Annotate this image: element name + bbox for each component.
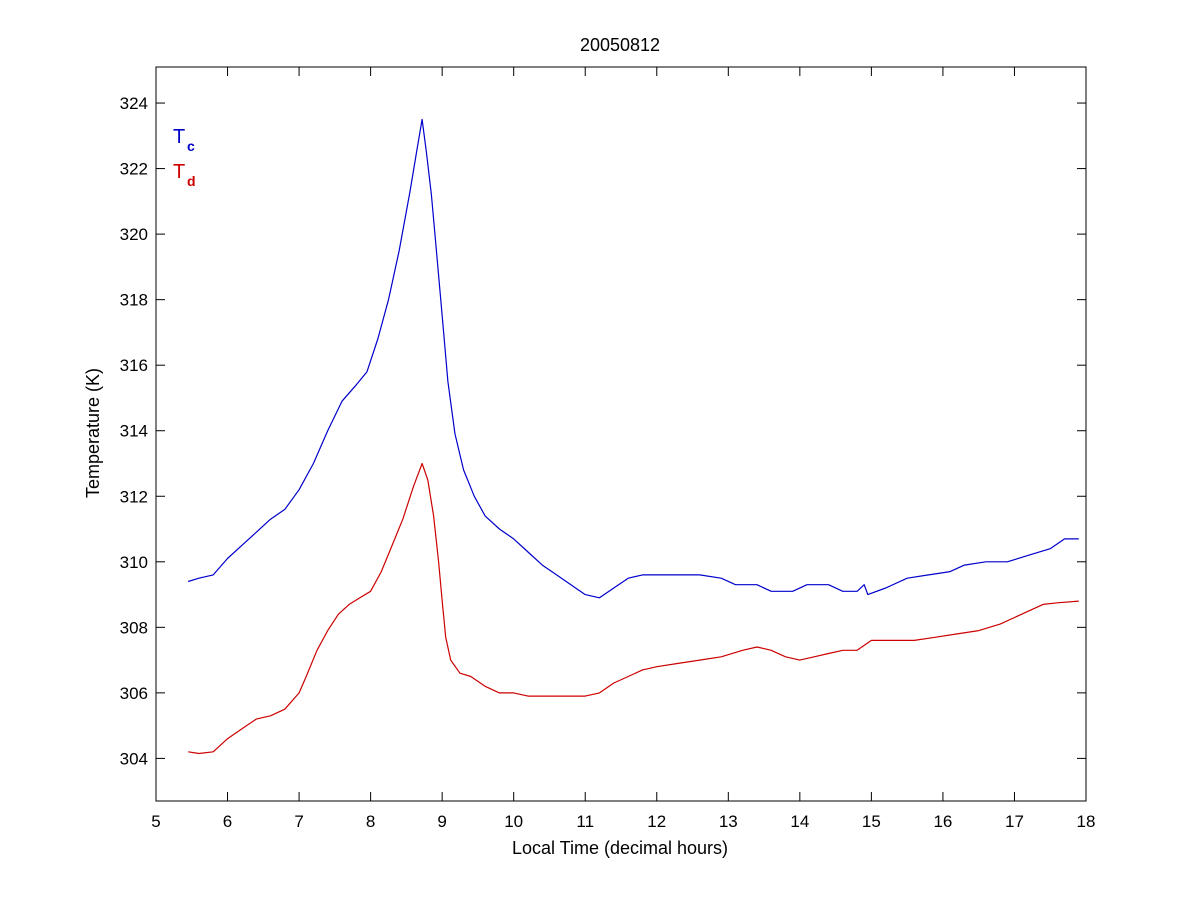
y-tick-label: 306	[120, 684, 148, 703]
y-tick-label: 314	[120, 422, 148, 441]
x-tick-label: 11	[576, 812, 594, 831]
legend-subscript: c	[187, 138, 195, 154]
y-tick-label: 318	[120, 291, 148, 310]
y-axis-title: Temperature (K)	[83, 368, 103, 498]
x-tick-label: 7	[294, 812, 303, 831]
y-tick-label: 310	[120, 553, 148, 572]
x-tick-label: 15	[862, 812, 881, 831]
x-tick-label: 13	[719, 812, 738, 831]
x-tick-label: 18	[1077, 812, 1096, 831]
x-tick-label: 12	[647, 812, 666, 831]
y-tick-label: 320	[120, 225, 148, 244]
x-axis-title: Local Time (decimal hours)	[512, 838, 728, 858]
x-tick-label: 5	[151, 812, 160, 831]
plot-frame	[155, 66, 1087, 802]
x-tick-label: 17	[1005, 812, 1024, 831]
legend-label: T	[173, 161, 185, 183]
y-tick-label: 312	[120, 487, 148, 506]
y-tick-label: 324	[120, 94, 148, 113]
legend-label: T	[173, 126, 185, 148]
plot-area: 5 6 7 8 9 10 11 12 13 14 15 16 17 18 304 306 308 310 312 31…	[120, 66, 1096, 831]
legend-subscript: d	[187, 173, 196, 189]
series-line-tc	[188, 118, 1079, 599]
x-tick-label: 8	[366, 812, 375, 831]
y-tick-label: 322	[120, 160, 148, 179]
x-tick-label: 16	[933, 812, 952, 831]
x-tick-label: 10	[504, 812, 523, 831]
y-tick-label: 304	[120, 749, 148, 768]
chart-title: 20050812	[580, 35, 660, 55]
x-tick-label: 14	[790, 812, 809, 831]
x-tick-label: 6	[223, 812, 232, 831]
series-line-td	[188, 462, 1079, 755]
y-tick-label: 316	[120, 356, 148, 375]
x-tick-label: 9	[437, 812, 446, 831]
y-tick-label: 308	[120, 618, 148, 637]
